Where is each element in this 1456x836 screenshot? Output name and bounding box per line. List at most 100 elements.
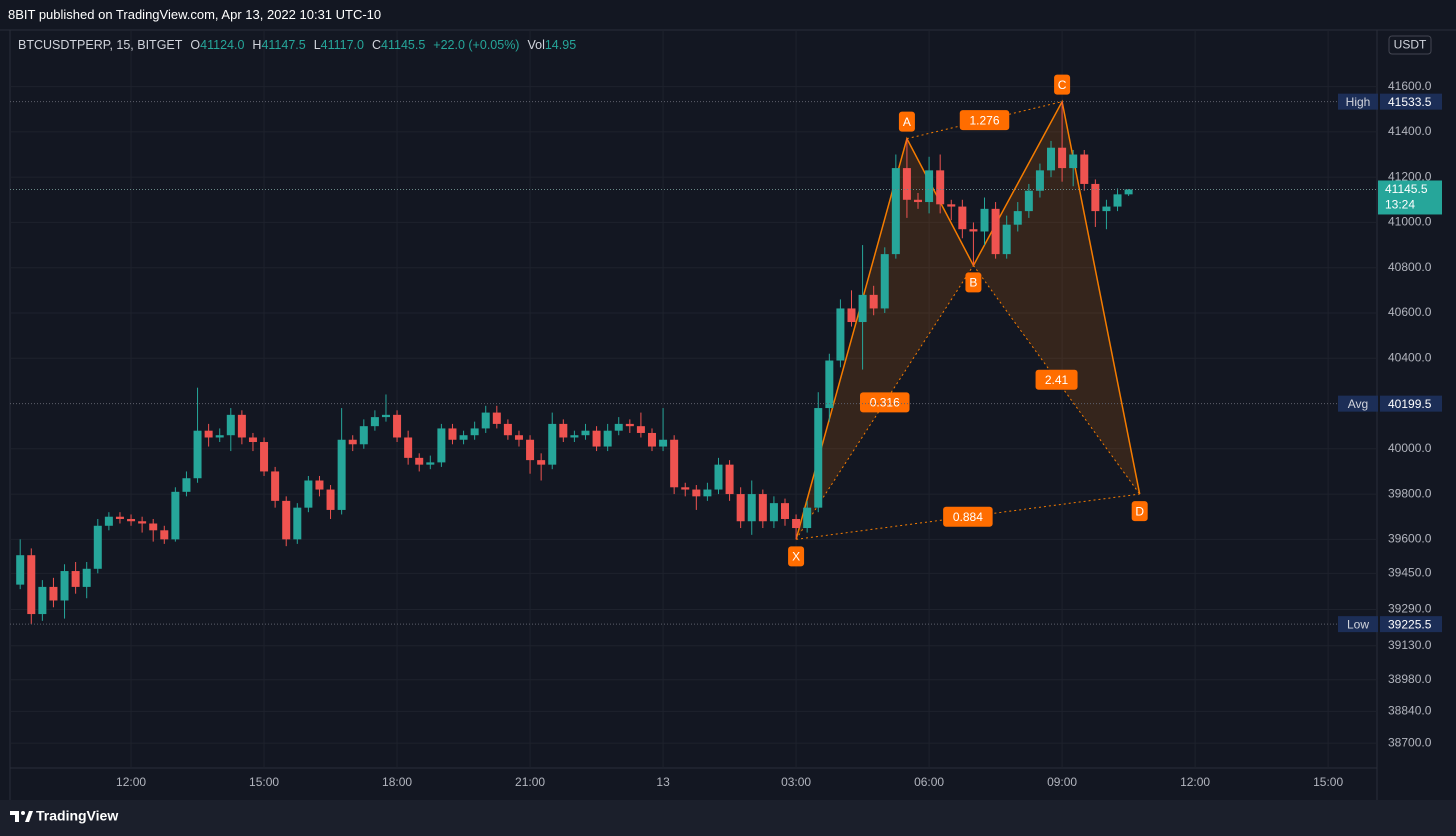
y-tick-label: 41200.0 xyxy=(1388,169,1432,183)
legend: BTCUSDTPERP, 15, BITGET O 41124.0 H 41147.… xyxy=(18,38,576,52)
price-line-name: Low xyxy=(1347,617,1369,631)
candle-body xyxy=(858,294,867,323)
candle-body xyxy=(703,489,712,497)
candle-body xyxy=(792,518,801,529)
x-tick-label: 15:00 xyxy=(1313,775,1343,789)
y-tick-label: 40000.0 xyxy=(1388,441,1432,455)
candle-body xyxy=(381,414,390,418)
currency[interactable]: USDT xyxy=(1394,38,1427,52)
candle-body xyxy=(337,439,346,510)
price-line-name: Avg xyxy=(1348,397,1368,411)
symbol: BTCUSDTPERP, 15, BITGET xyxy=(18,38,183,52)
candle-body xyxy=(415,457,424,465)
candle-body xyxy=(548,423,557,465)
ohlc-label: L xyxy=(313,38,321,52)
x-tick-label: 13 xyxy=(656,775,670,789)
candle-body xyxy=(127,518,136,522)
candle-body xyxy=(437,428,446,463)
y-tick-label: 40600.0 xyxy=(1388,305,1432,319)
change: +22.0 (+0.05%) xyxy=(433,38,520,52)
x-tick-label: 12:00 xyxy=(1180,775,1210,789)
ratio-box xyxy=(943,506,993,527)
x-tick-label: 03:00 xyxy=(781,775,811,789)
candle-body xyxy=(980,208,989,232)
candle-body xyxy=(1091,183,1100,212)
price-line-value-box xyxy=(1380,395,1442,412)
candle-body xyxy=(60,571,69,601)
candle-body xyxy=(803,507,812,529)
candle-body xyxy=(636,426,645,433)
candle-body xyxy=(747,494,756,522)
candle-body xyxy=(603,430,612,447)
candle-body xyxy=(315,480,324,490)
y-tick-label: 39600.0 xyxy=(1388,532,1432,546)
candle-body xyxy=(27,555,36,615)
price-line-name-box xyxy=(1338,616,1378,633)
candle-body xyxy=(1102,206,1111,212)
candle-body xyxy=(1124,189,1133,195)
candle-body xyxy=(991,208,1000,255)
candle-body xyxy=(814,408,823,508)
currency-box[interactable] xyxy=(1388,35,1432,55)
candle-body xyxy=(1024,190,1033,212)
candle-body xyxy=(1047,147,1056,171)
x-tick-label: 21:00 xyxy=(515,775,545,789)
candle-body xyxy=(448,428,457,440)
y-tick-label: 38840.0 xyxy=(1388,704,1432,718)
candle-body xyxy=(93,525,102,569)
candle-body xyxy=(947,204,956,207)
point-box xyxy=(788,546,805,567)
candle-body xyxy=(171,491,180,540)
point-label: B xyxy=(969,276,977,290)
candle-body xyxy=(1002,224,1011,255)
candle-body xyxy=(581,430,590,436)
candle-body xyxy=(49,586,58,601)
candle-body xyxy=(537,460,546,465)
price-line-value: 41533.5 xyxy=(1388,95,1432,109)
footer-bar xyxy=(0,800,1456,836)
candle-body xyxy=(204,430,213,438)
candle-body xyxy=(271,471,280,501)
y-tick-label: 39450.0 xyxy=(1388,565,1432,579)
candle-body xyxy=(681,487,690,490)
y-tick-label: 41600.0 xyxy=(1388,79,1432,93)
candle-body xyxy=(936,170,945,205)
candle-body xyxy=(758,494,767,522)
ratio-line xyxy=(795,265,974,540)
point-box xyxy=(1131,501,1148,522)
candle-body xyxy=(160,530,169,540)
ohlc-label: H xyxy=(252,38,262,52)
x-tick-label: 18:00 xyxy=(382,775,412,789)
price-line-value-box xyxy=(1380,93,1442,110)
price-line-name-box xyxy=(1338,93,1378,110)
ratio-label: 1.276 xyxy=(969,113,999,127)
point-label: A xyxy=(903,115,911,129)
candle-body xyxy=(969,229,978,232)
candle-body xyxy=(836,308,845,361)
ratio-line xyxy=(906,101,1063,140)
candle-body xyxy=(138,521,147,524)
candle-body xyxy=(16,555,25,585)
x-tick-label: 12:00 xyxy=(116,775,146,789)
candle-body xyxy=(692,489,701,497)
candle-body xyxy=(780,503,789,519)
ratio-box xyxy=(959,110,1010,131)
price-line-value: 39225.5 xyxy=(1388,617,1432,631)
candle-body xyxy=(736,494,745,522)
point-box xyxy=(1054,74,1071,95)
ratio-label: 0.316 xyxy=(870,396,900,410)
candle-body xyxy=(902,168,911,200)
overlay: 1.276 0.316 2.41 0.884 X A B C D High 41533.5 Avg 40… xyxy=(10,74,1442,633)
price-line-value: 40199.5 xyxy=(1388,397,1432,411)
y-tick-label: 41400.0 xyxy=(1388,124,1432,138)
candle-body xyxy=(226,414,235,436)
y-tick-label: 38700.0 xyxy=(1388,735,1432,749)
candle-body xyxy=(1035,170,1044,191)
x-tick-label: 06:00 xyxy=(914,775,944,789)
candle-body xyxy=(647,432,656,447)
candle-body xyxy=(714,464,723,490)
candle-body xyxy=(570,435,579,438)
candle-body xyxy=(237,414,246,438)
ratio-box xyxy=(1035,369,1078,390)
ratio-label: 2.41 xyxy=(1045,373,1069,387)
